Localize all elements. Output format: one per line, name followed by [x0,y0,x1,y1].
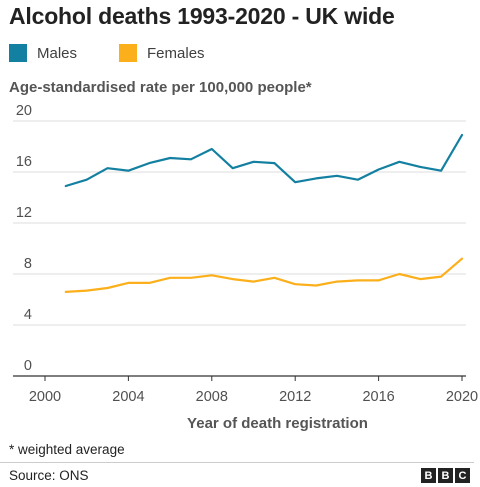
logo-block: B [421,468,436,483]
divider [0,462,474,463]
y-tick-label: 16 [16,154,32,170]
line-chart: 0 4 8 12 16 20 2000 2004 2008 2012 2016 2020 Year of… [13,103,478,432]
footnote: * weighted average [9,442,125,457]
y-tick-label: 0 [24,358,32,374]
series-line-males [64,133,464,188]
legend-item-females: Females [119,44,205,62]
x-axis-label: Year of death registration [187,415,368,432]
x-tick-label: 2004 [112,389,144,405]
y-axis-label: Age-standardised rate per 100,000 people… [9,79,312,96]
source-label: Source: ONS [9,468,89,483]
y-tick-label: 20 [16,103,32,119]
y-tick-label: 4 [24,307,32,323]
x-tick-label: 2000 [29,389,61,405]
bbc-logo: B B C [419,468,470,483]
x-tick-label: 2016 [362,389,394,405]
logo-block: C [455,468,470,483]
x-tick-label: 2012 [279,389,311,405]
y-tick-label: 8 [24,256,32,272]
chart-title: Alcohol deaths 1993-2020 - UK wide [9,3,395,29]
legend-swatch-females [119,44,138,62]
x-tick-label: 2008 [196,389,228,405]
legend-label-females: Females [147,44,205,62]
y-tick-label: 12 [16,205,32,221]
legend-item-males: Males [9,44,77,62]
logo-block: B [438,468,453,483]
x-tick-label: 2020 [446,389,478,405]
legend-swatch-males [9,44,27,62]
legend-label-males: Males [37,44,78,62]
series-line-females [64,257,464,293]
legend: Males Females [9,44,247,62]
